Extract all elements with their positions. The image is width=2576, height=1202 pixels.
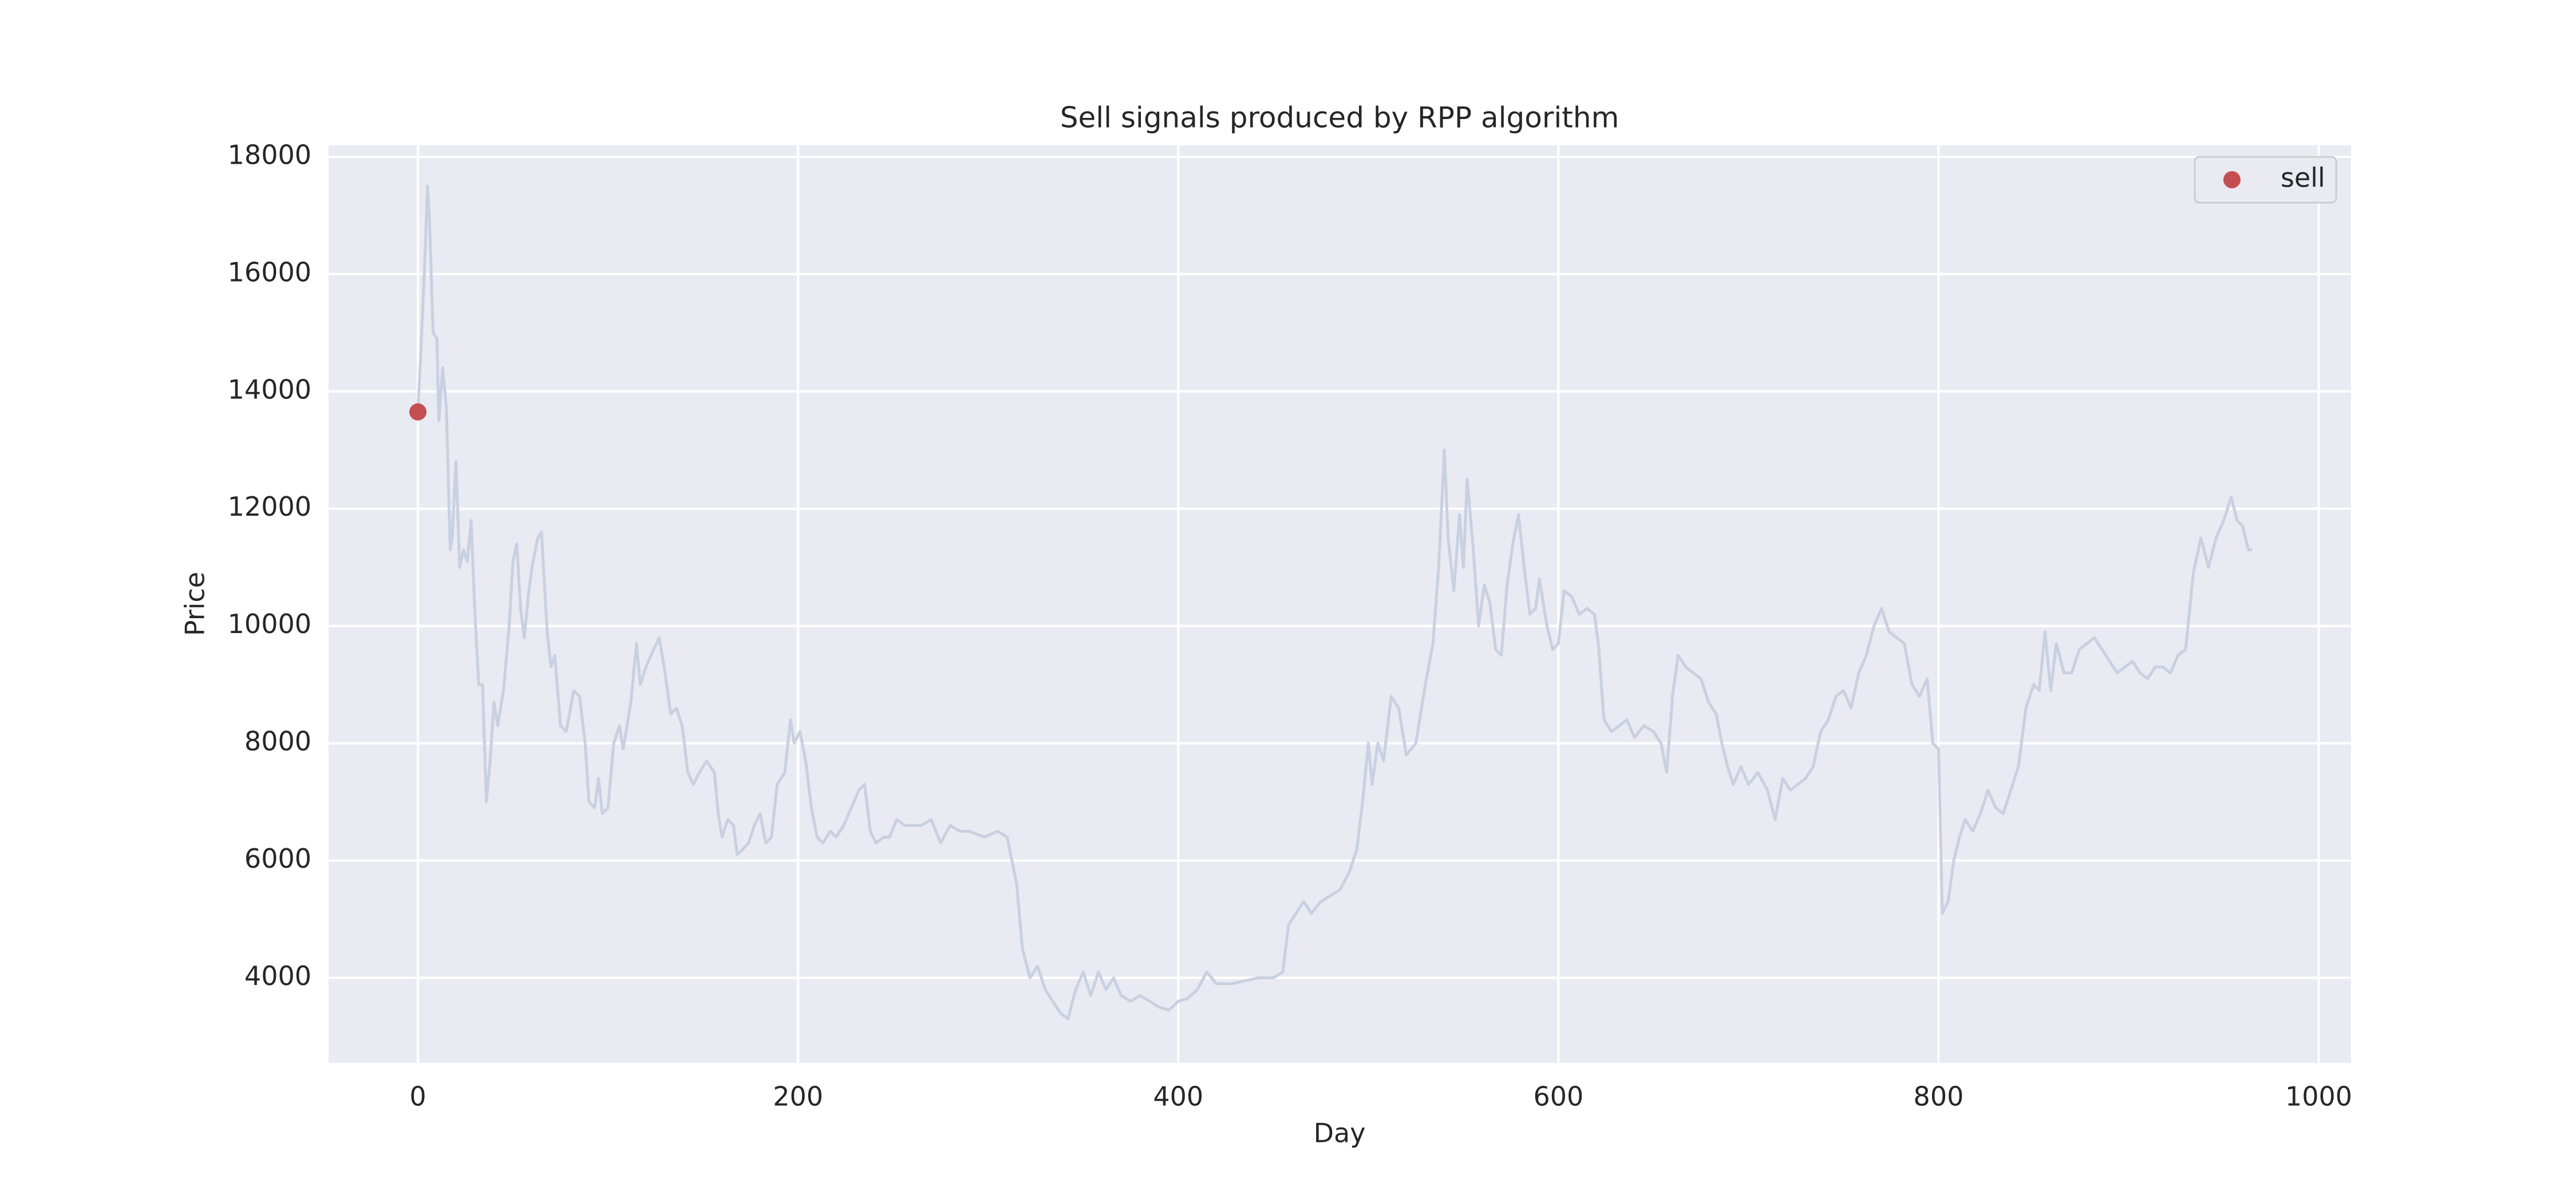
y-tick-label: 6000	[244, 843, 311, 874]
x-tick-label: 600	[1533, 1081, 1583, 1112]
x-tick-label: 1000	[2285, 1081, 2352, 1112]
y-tick-label: 16000	[228, 256, 311, 287]
x-axis-label: Day	[1314, 1118, 1366, 1149]
x-tick-label: 200	[773, 1081, 823, 1112]
y-tick-label: 10000	[228, 608, 311, 639]
y-axis-label: Price	[180, 572, 211, 636]
x-tick-label: 400	[1153, 1081, 1203, 1112]
legend-label: sell	[2281, 163, 2325, 193]
marks	[409, 184, 2253, 1021]
grid	[329, 145, 2351, 1063]
chart-title: Sell signals produced by RPP algorithm	[1060, 101, 1619, 135]
y-tick-label: 4000	[244, 960, 311, 991]
signal-point	[409, 403, 427, 421]
legend-box	[2194, 156, 2337, 204]
x-tick-label: 0	[409, 1081, 426, 1112]
y-tick-label: 12000	[228, 491, 311, 522]
y-tick-label: 18000	[228, 139, 311, 170]
y-tick-label: 8000	[244, 726, 311, 757]
plot-area	[329, 145, 2351, 1063]
price-line	[416, 184, 2253, 1021]
legend-marker	[2223, 171, 2241, 188]
y-tick-label: 14000	[228, 374, 311, 405]
x-tick-label: 800	[1914, 1081, 1964, 1112]
